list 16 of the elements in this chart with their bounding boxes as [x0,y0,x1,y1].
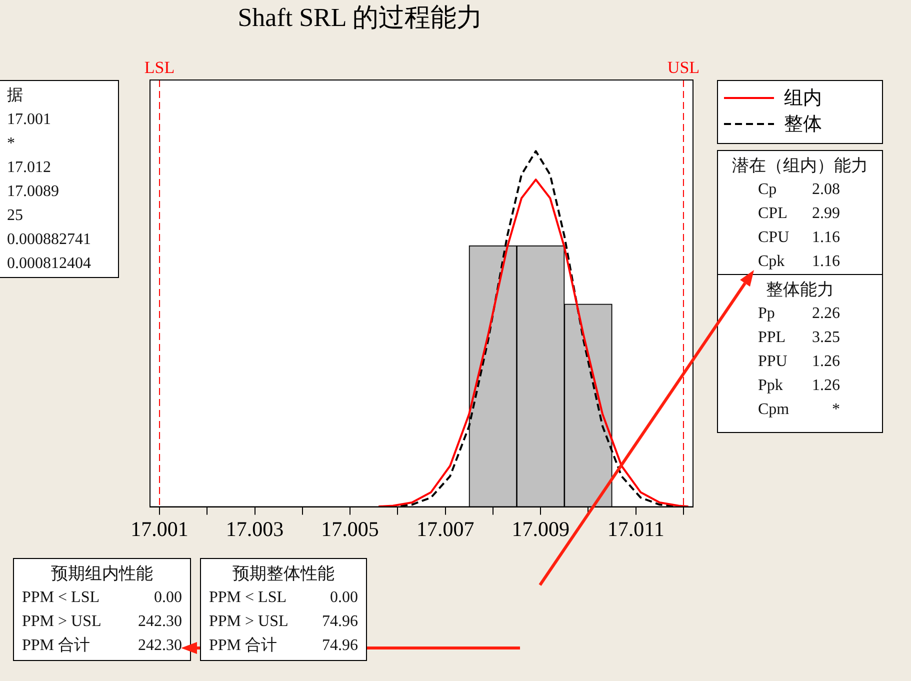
ref-line-label: USL [667,58,700,77]
legend-label: 组内 [784,87,822,111]
legend-label: 整体 [784,113,822,137]
text: 整体能力 Pp 2.26 PPL 3.25 PPU 1.26 Ppk 1.26 Cpm * [758,280,840,418]
x-tick-label: 17.011 [607,516,664,541]
x-tick-label: 17.001 [130,516,188,541]
x-tick-label: 17.007 [416,516,474,541]
ref-line-label: LSL [144,58,175,77]
text: 潜在（组内）能力 Cp 2.08 CPL 2.99 CPU 1.16 Cpk 1.16 [732,156,868,270]
chart-title: Shaft SRL 的过程能力 [236,2,484,34]
text: 预期组内性能 PPM < LSL 0.00 PPM > USL 242.30 PPM 合计 242.30 [22,564,182,654]
x-tick-label: 17.003 [226,516,284,541]
text: 预期整体性能 PPM < LSL 0.00 PPM > USL 74.96 PPM 合计 74.96 [209,564,358,654]
text: 据 17.001 * 17.012 17.0089 25 0.000882741 0.000812404 [7,86,92,274]
x-tick-label: 17.005 [321,516,379,541]
x-tick-label: 17.009 [512,516,570,541]
